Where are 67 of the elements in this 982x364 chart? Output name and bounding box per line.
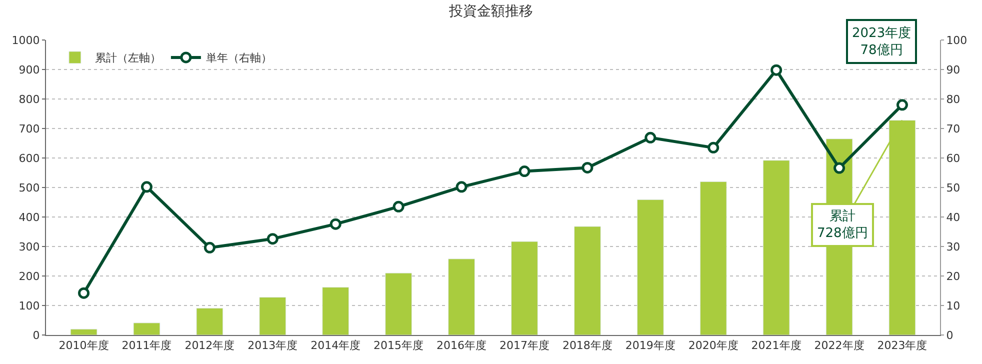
x-tick-label: 2013年度 <box>248 339 298 352</box>
y-tick-label: 300 <box>18 240 40 254</box>
y2-tick-label: 70 <box>946 122 960 136</box>
x-tick-label: 2018年度 <box>562 339 612 352</box>
x-tick-label: 2012年度 <box>184 339 235 352</box>
bar <box>385 272 412 335</box>
x-tick-label: 2016年度 <box>436 339 487 352</box>
y-tick-label: 500 <box>18 181 40 194</box>
point <box>644 132 656 144</box>
point <box>266 233 278 245</box>
point <box>582 162 594 174</box>
x-tick-label: 2011年度 <box>122 339 172 352</box>
point <box>204 242 216 254</box>
y2-tick-label: 100 <box>946 34 968 47</box>
bar <box>322 286 350 335</box>
y-tick-label: 100 <box>18 299 40 312</box>
bar <box>511 241 538 335</box>
x-tick-label: 2020年度 <box>688 339 738 352</box>
bar <box>259 296 286 335</box>
point <box>834 162 846 174</box>
x-tick-label: 2023年度 <box>877 339 928 352</box>
y2-tick-label: 20 <box>946 270 960 283</box>
y-tick-label: 800 <box>18 92 40 106</box>
y-tick-label: 0 <box>32 328 40 342</box>
point <box>708 142 720 154</box>
point <box>140 181 152 193</box>
x-tick-label: 2015年度 <box>374 339 424 352</box>
bar <box>70 328 98 335</box>
annotation: 累計 728億円 <box>817 209 868 241</box>
bar <box>196 308 224 335</box>
bar <box>700 181 727 335</box>
point <box>392 200 404 212</box>
bar <box>636 199 664 335</box>
y2-tick-label: 80 <box>946 92 960 106</box>
point <box>896 99 908 111</box>
y2-tick-label: 40 <box>946 210 960 224</box>
bar <box>448 258 475 335</box>
y-tick-label: 900 <box>18 63 40 76</box>
legend-label: 累計（左軸） <box>94 52 161 65</box>
y-tick-label: 200 <box>18 270 40 283</box>
point <box>770 64 782 76</box>
x-tick-label: 2021年度 <box>751 339 802 352</box>
point <box>330 218 342 230</box>
y2-tick-label: 0 <box>946 328 954 342</box>
y2-tick-label: 10 <box>946 299 960 312</box>
bar <box>133 322 160 335</box>
y-tick-label: 400 <box>18 210 40 224</box>
x-tick-label: 2017年度 <box>499 339 550 352</box>
y-tick-label: 600 <box>18 152 40 165</box>
y-tick-label: 1000 <box>12 34 40 47</box>
y2-tick-label: 60 <box>946 152 960 165</box>
y2-tick-label: 50 <box>946 181 960 194</box>
x-tick-label: 2014年度 <box>310 339 361 352</box>
y-tick-label: 700 <box>18 122 40 136</box>
point <box>518 166 530 178</box>
annotation: 2023年度 78億円 <box>852 25 912 58</box>
x-tick-label: 2022年度 <box>814 339 864 352</box>
y2-tick-label: 90 <box>946 63 960 76</box>
bar <box>762 160 790 335</box>
x-tick-label: 2010年度 <box>58 339 109 352</box>
bar <box>574 226 601 335</box>
x-tick-label: 2019年度 <box>625 339 676 352</box>
point <box>78 287 90 299</box>
chart-title: 投資金額推移 <box>448 3 533 20</box>
point <box>456 181 468 193</box>
legend-label: 単年（右軸） <box>206 52 272 65</box>
y2-tick-label: 30 <box>946 240 960 254</box>
